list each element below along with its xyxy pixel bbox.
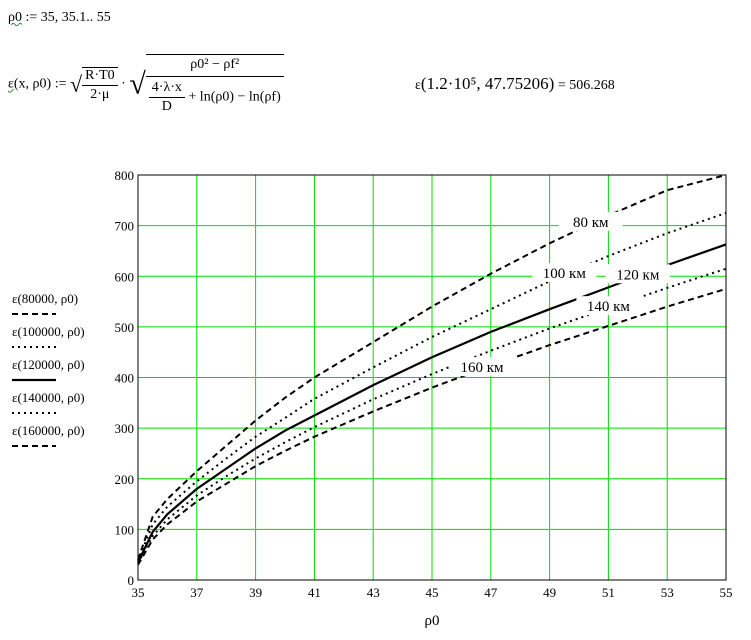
curve-label-2: 100 км — [543, 266, 587, 282]
x-tick-label-43: 43 — [367, 585, 380, 600]
legend: ε(80000, ρ0) ε(100000, ρ0) ε(120000, ρ0) ε(… — [12, 291, 85, 447]
x-tick-label-39: 39 — [249, 585, 262, 600]
x-tick-label-37: 37 — [190, 585, 204, 600]
curve-labels: 80 км 100 км 120 км 140 км 160 км — [449, 211, 670, 377]
plot-frame — [137, 174, 727, 581]
x-tick-label-55: 55 — [720, 585, 733, 600]
curve-label-bg-3 — [605, 264, 670, 284]
y-tick-label-700: 700 — [115, 219, 135, 234]
y-tick-label-300: 300 — [115, 421, 135, 436]
x-tick-label-35: 35 — [132, 585, 145, 600]
y-tick-label-200: 200 — [115, 472, 135, 487]
range-expression: := 35, 35.1.. 55 — [25, 10, 111, 25]
curve-label-4: 140 км — [587, 299, 631, 315]
evaluation-expression[interactable]: ε(1.2·10⁵, 47.75206) = 506.268 — [415, 74, 615, 94]
function-definition[interactable]: ε(x, ρ0) := √ R·T0 2·μ · √ ρ0² − ρf² 4·λ… — [8, 54, 284, 115]
sqrt-ratio-fraction: R·T0 2·μ — [82, 66, 118, 103]
legend-label-3: ε(120000, ρ0) — [12, 357, 85, 372]
series-line-3 — [137, 243, 727, 563]
sqrt-ratio-denominator: 2·μ — [90, 86, 110, 102]
inner-den-fraction-denominator: D — [161, 99, 172, 114]
curve-label-3: 120 км — [616, 267, 660, 283]
y-tick-label-400: 400 — [115, 371, 135, 386]
legend-label-2: ε(100000, ρ0) — [12, 324, 85, 339]
grid-layer — [137, 174, 727, 581]
sqrt-ratio-numerator: R·T0 — [82, 68, 118, 86]
x-tick-label-47: 47 — [484, 585, 498, 600]
y-tick-label-100: 100 — [115, 522, 135, 537]
x-tick-label-45: 45 — [426, 585, 439, 600]
evaluation-args: (1.2·10⁵, 47.75206) — [420, 74, 555, 93]
inner-den-fraction: 4·λ·x D — [148, 80, 185, 115]
curve-label-bg-4 — [576, 296, 641, 316]
inner-denominator: 4·λ·x D + ln(ρ0) − ln(ρf) — [146, 77, 284, 115]
sqrt-sign-icon-2: √ — [129, 67, 146, 101]
assign-operator: := — [54, 76, 67, 92]
x-tick-label-41: 41 — [308, 585, 321, 600]
y-tick-label-600: 600 — [115, 269, 135, 284]
inner-den-fraction-numerator: 4·λ·x — [148, 80, 185, 98]
x-axis-label: ρ0 — [425, 613, 440, 629]
legend-label-5: ε(160000, ρ0) — [12, 423, 85, 438]
inner-fraction: ρ0² − ρf² 4·λ·x D + ln(ρ0) − ln(ρf) — [145, 54, 284, 115]
function-args: (x, ρ0) — [13, 76, 52, 92]
inner-den-remainder: + ln(ρ0) − ln(ρf) — [188, 89, 281, 105]
evaluation-function-name: ε — [415, 78, 421, 93]
curve-label-5: 160 км — [460, 360, 504, 376]
x-tick-label-49: 49 — [543, 585, 556, 600]
multiply-dot: · — [121, 76, 126, 92]
y-tick-label-500: 500 — [115, 320, 135, 335]
legend-label-4: ε(140000, ρ0) — [12, 390, 85, 405]
range-variable: ρ0 — [8, 10, 22, 25]
inner-numerator: ρ0² − ρf² — [145, 55, 284, 77]
x-tick-label-51: 51 — [602, 585, 615, 600]
series-line-5 — [137, 287, 727, 566]
x-tick-label-53: 53 — [661, 585, 674, 600]
curve-label-bg-2 — [532, 262, 597, 282]
curve-label-bg-1 — [558, 211, 623, 231]
function-name: ε — [8, 76, 14, 92]
range-definition[interactable]: ρ0 := 35, 35.1.. 55 — [8, 10, 111, 26]
curve-label-bg-5 — [449, 357, 514, 377]
sqrt-sign-icon: √ — [70, 71, 83, 97]
tick-labels: 35 37 39 41 43 45 47 49 51 53 55 0 100 200 300 400 500 60… — [115, 168, 733, 600]
curve-label-1: 80 км — [573, 215, 609, 231]
legend-label-1: ε(80000, ρ0) — [12, 291, 78, 306]
y-tick-label-0: 0 — [128, 573, 135, 588]
evaluation-result: = 506.268 — [557, 78, 615, 93]
y-tick-label-800: 800 — [115, 168, 135, 183]
